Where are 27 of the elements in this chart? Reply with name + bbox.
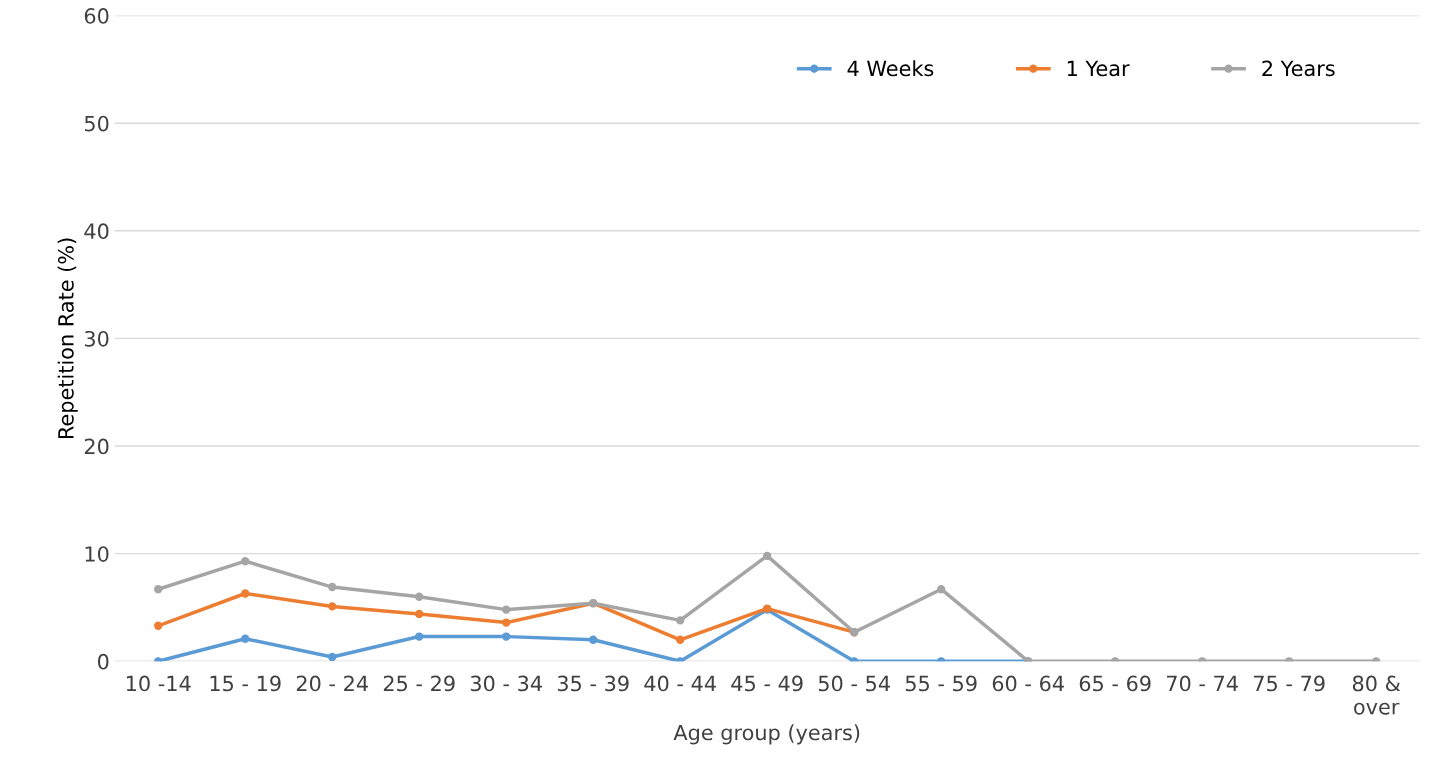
legend-label: 2 Years <box>1262 60 1335 77</box>
x-tick-label: 55 - 59 <box>905 675 977 692</box>
x-tick-label: 40 - 44 <box>644 675 716 692</box>
y-tick-label: 10 <box>85 546 109 562</box>
y-tick-label: 60 <box>84 8 109 24</box>
x-tick-label: 30 - 34 <box>470 675 542 692</box>
x-tick-label: 70 - 74 <box>1166 675 1238 692</box>
x-tick-label: 45 - 49 <box>731 675 803 692</box>
y-tick-label: 20 <box>84 438 109 455</box>
x-tick-label: 15 - 19 <box>210 675 281 692</box>
x-tick-label: 20 - 24 <box>296 675 368 692</box>
x-tick-label: 35 - 39 <box>557 675 629 692</box>
y-tick-label: 30 <box>84 330 109 347</box>
y-tick-label: 0 <box>97 653 109 670</box>
x-tick-label: 65 - 69 <box>1079 675 1151 692</box>
x-tick-label: 80 & over <box>1352 675 1401 715</box>
y-tick-label: 40 <box>84 223 109 240</box>
x-tick-label: 50 - 54 <box>818 675 890 692</box>
legend-label: 4 Weeks <box>847 60 934 77</box>
x-tick-label: 25 - 29 <box>383 675 455 692</box>
x-axis-title: Age group (years) <box>673 724 860 745</box>
x-tick-label: 75 - 79 <box>1253 675 1325 692</box>
x-tick-label: 10 -14 <box>126 675 191 692</box>
y-tick-label: 50 <box>84 115 109 132</box>
legend-label: 1 Year <box>1067 60 1130 77</box>
y-axis-title: Repetition Rate (%) <box>57 238 78 439</box>
x-tick-label: 60 - 64 <box>992 675 1064 692</box>
